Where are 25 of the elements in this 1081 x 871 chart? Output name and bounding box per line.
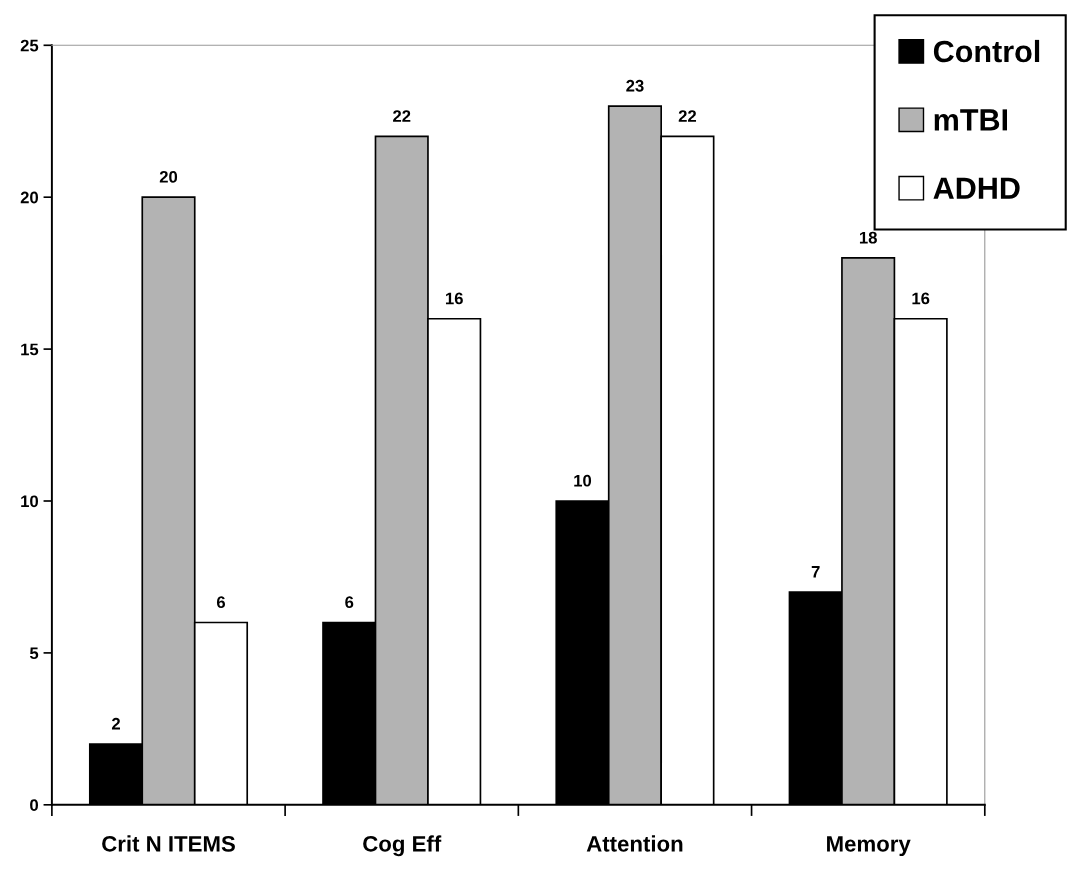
data-label: 7 [811,566,820,578]
data-label: 10 [574,474,592,487]
data-label: 6 [345,596,354,609]
data-label: 23 [626,79,644,92]
data-label: 18 [859,231,877,244]
data-label: 6 [216,596,226,609]
y-tick-label: 0 [30,799,39,812]
legend-label: ADHD [933,177,1020,199]
x-tick-label: Cog Eff [363,835,442,857]
y-tick-label: 15 [21,343,39,356]
legend-label: mTBI [934,109,1008,131]
x-tick-label: Attention [586,835,683,852]
legend-label: Control [933,39,1040,63]
data-label: 16 [445,292,463,305]
y-tick-label: 20 [20,191,39,204]
y-tick-label: 5 [29,647,39,660]
y-tick-label: 25 [20,39,39,52]
x-tick-label: Memory [827,836,911,857]
data-label: 20 [159,170,178,183]
data-label: 22 [678,110,697,122]
y-tick-label: 10 [21,495,39,508]
x-tick-label: Crit N ITEMS [102,835,235,852]
data-label: 22 [393,110,411,122]
data-label: 2 [111,717,120,730]
data-label: 16 [912,292,930,305]
